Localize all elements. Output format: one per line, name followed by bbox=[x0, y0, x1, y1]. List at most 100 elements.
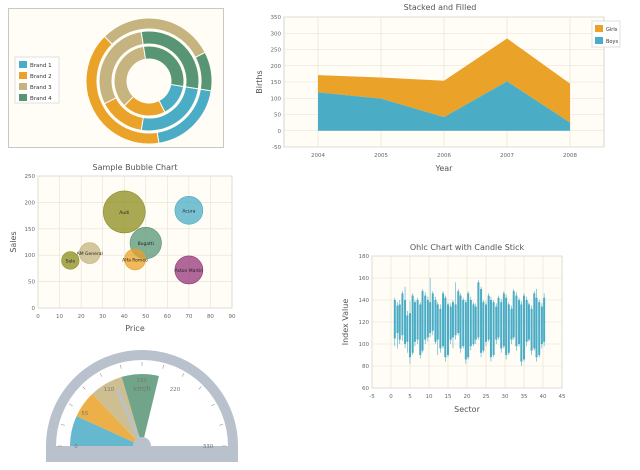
candle-body bbox=[464, 302, 467, 360]
y-tick-label: 0 bbox=[32, 306, 36, 312]
candlestick-chart-title: Ohlc Chart with Candle Stick bbox=[410, 243, 525, 252]
donut-slice bbox=[142, 45, 185, 88]
legend-swatch bbox=[19, 61, 27, 68]
gauge-tick bbox=[119, 364, 122, 369]
y-tick-label: 140 bbox=[359, 298, 370, 304]
candle-body bbox=[515, 295, 518, 347]
candle-body bbox=[462, 300, 465, 347]
candle bbox=[507, 302, 510, 355]
stacked-area-chart-panel: Stacked and Filled -50 0 50 100 150 200 250 300… bbox=[252, 0, 628, 178]
candle bbox=[411, 293, 414, 355]
candle-body bbox=[413, 302, 416, 342]
candle-body bbox=[525, 300, 528, 342]
candle bbox=[413, 300, 416, 347]
candle-body bbox=[426, 300, 429, 338]
candle-body bbox=[409, 313, 411, 358]
x-tick-label: 2007 bbox=[500, 153, 514, 159]
candle-body bbox=[527, 304, 530, 340]
bubble bbox=[124, 248, 146, 271]
candle-body bbox=[489, 300, 492, 358]
donut-legend: Brand 1 Brand 2 Brand 3 Brand 4 bbox=[14, 56, 60, 104]
gauge-tick-label: 110 bbox=[104, 387, 115, 393]
candle bbox=[459, 293, 462, 353]
candle bbox=[510, 305, 513, 344]
candle-body bbox=[469, 300, 472, 347]
y-tick-label: 160 bbox=[359, 276, 370, 282]
y-axis-label: Index Value bbox=[341, 299, 350, 346]
x-tick-label: 60 bbox=[164, 314, 171, 320]
candle bbox=[533, 291, 536, 351]
candle bbox=[469, 296, 472, 351]
gauge-tick-label: 220 bbox=[170, 387, 181, 393]
candle bbox=[406, 311, 409, 353]
gauge-tick-label: 55 bbox=[81, 411, 88, 417]
gauge-tick bbox=[181, 373, 185, 377]
gauge-tick bbox=[69, 403, 73, 407]
area-legend: Girls Boys bbox=[591, 20, 621, 48]
legend-entry: Brand 2 bbox=[30, 74, 52, 80]
candle-body bbox=[442, 293, 445, 347]
y-tick-label: 100 bbox=[271, 96, 282, 102]
candle bbox=[477, 280, 480, 340]
candle bbox=[505, 294, 508, 360]
candle-body bbox=[540, 306, 543, 344]
x-tick-label: 90 bbox=[229, 314, 236, 320]
candle-body bbox=[512, 291, 515, 338]
candle bbox=[512, 289, 515, 340]
candle bbox=[530, 305, 533, 355]
candle bbox=[419, 302, 422, 359]
candle-body bbox=[523, 295, 525, 360]
x-tick-label: 2004 bbox=[311, 153, 325, 159]
candle bbox=[421, 289, 424, 353]
candle bbox=[424, 292, 427, 344]
candle-body bbox=[406, 315, 409, 342]
stacked-area-chart: -50 0 50 100 150 200 250 300 350 2004 2005 2006 2007… bbox=[255, 15, 621, 173]
candle-body bbox=[538, 302, 541, 355]
x-tick-label: 2005 bbox=[374, 153, 388, 159]
legend-swatch bbox=[19, 72, 27, 79]
x-tick-label: 70 bbox=[185, 314, 192, 320]
candle-body bbox=[510, 308, 513, 340]
candle-body bbox=[518, 300, 521, 344]
candle bbox=[538, 300, 541, 358]
y-axis-label: Sales bbox=[9, 231, 18, 252]
donut-chart-panel: Brand 1 Brand 2 Brand 3 Brand 4 bbox=[8, 8, 224, 148]
y-tick-label: 250 bbox=[271, 48, 282, 54]
candle bbox=[436, 302, 439, 355]
candle bbox=[489, 296, 492, 362]
gauge-tick bbox=[219, 423, 224, 426]
candle-body bbox=[543, 297, 546, 342]
candle bbox=[409, 301, 411, 364]
donut-slice bbox=[194, 51, 213, 92]
candle-body bbox=[396, 305, 399, 333]
candle-body bbox=[487, 295, 490, 340]
y-tick-label: 50 bbox=[28, 280, 35, 286]
y-tick-label: 80 bbox=[362, 364, 369, 370]
bubble-chart: Sample Bubble Chart 0 10 20 30 40 50 60 70 80 90 0 5… bbox=[9, 163, 236, 333]
candle-body bbox=[472, 304, 475, 344]
candle bbox=[535, 289, 538, 362]
candlestick-chart: Ohlc Chart with Candle Stick -5 0 5 10 15 20 25… bbox=[341, 243, 566, 414]
candle bbox=[426, 296, 429, 342]
candle-body bbox=[436, 304, 439, 340]
candle bbox=[404, 286, 407, 349]
candle-body bbox=[434, 300, 437, 342]
candle bbox=[451, 300, 454, 349]
candle bbox=[525, 296, 528, 347]
y-tick-label: 180 bbox=[359, 254, 370, 260]
y-tick-label: 0 bbox=[278, 129, 282, 135]
y-tick-label: 300 bbox=[271, 31, 282, 37]
x-axis-label: Year bbox=[435, 164, 454, 173]
candle bbox=[540, 303, 543, 349]
candle-body bbox=[530, 308, 533, 351]
candle bbox=[398, 300, 401, 344]
candle-body bbox=[507, 304, 510, 353]
bubble-chart-panel: Sample Bubble Chart 0 10 20 30 40 50 60 70 80 90 0 5… bbox=[4, 160, 240, 338]
x-axis-label: Price bbox=[125, 324, 145, 333]
y-tick-label: 150 bbox=[271, 80, 282, 86]
gauge-panel: 0 55 110 165 220 330 km/h bbox=[44, 346, 240, 464]
candle-body bbox=[449, 306, 452, 340]
candle bbox=[527, 302, 530, 342]
x-tick-label: 20 bbox=[78, 314, 85, 320]
candle bbox=[487, 293, 490, 342]
